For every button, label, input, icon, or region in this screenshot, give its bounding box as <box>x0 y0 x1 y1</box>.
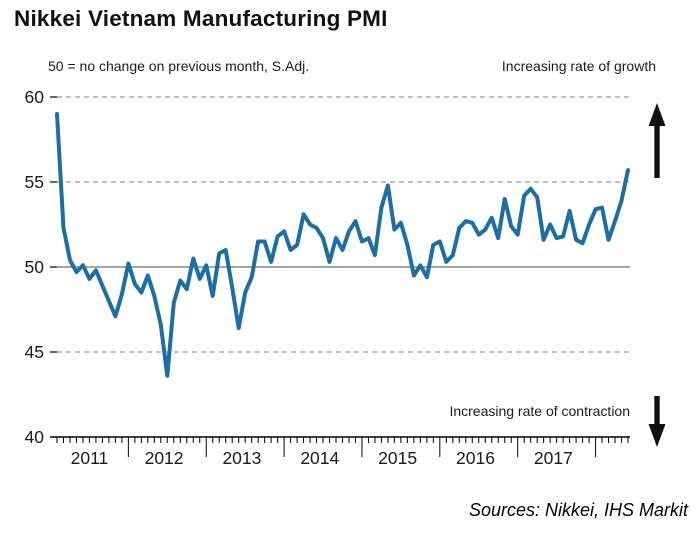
axis-note-label: 50 = no change on previous month, S.Adj. <box>48 58 310 74</box>
x-year-label: 2017 <box>534 448 573 468</box>
contraction-annotation: Increasing rate of contraction <box>449 403 630 419</box>
y-tick-label: 50 <box>25 257 45 277</box>
x-year-label: 2015 <box>378 448 417 468</box>
x-year-label: 2011 <box>71 448 109 468</box>
growth-arrow-icon <box>648 103 666 178</box>
x-year-label: 2014 <box>300 448 339 468</box>
page-title: Nikkei Vietnam Manufacturing PMI <box>14 6 388 31</box>
y-tick-label: 40 <box>25 427 45 447</box>
source-note: Sources: Nikkei, IHS Markit <box>468 500 688 520</box>
contraction-arrow-icon <box>648 396 666 447</box>
y-tick-label: 55 <box>25 172 44 192</box>
x-year-label: 2013 <box>222 448 261 468</box>
x-year-label: 2016 <box>456 448 495 468</box>
y-tick-label: 60 <box>25 87 45 107</box>
x-year-label: 2012 <box>145 448 184 468</box>
pmi-series-line <box>55 112 630 378</box>
growth-annotation: Increasing rate of growth <box>501 58 656 74</box>
y-tick-label: 45 <box>25 342 44 362</box>
